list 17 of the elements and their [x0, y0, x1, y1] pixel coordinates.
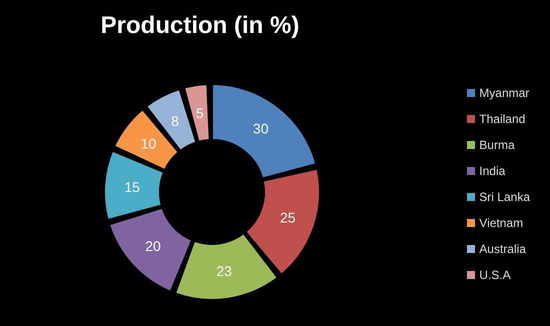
legend-label: Australia	[479, 242, 526, 256]
legend-label: India	[479, 164, 506, 178]
data-label: 20	[145, 238, 162, 254]
legend-label: U.S.A	[479, 268, 511, 282]
legend-label: Sri Lanka	[479, 190, 530, 204]
data-label: 25	[280, 210, 296, 226]
data-label: 23	[216, 263, 232, 280]
legend-label: Myanmar	[479, 86, 530, 100]
data-label: 30	[252, 120, 269, 137]
legend-label: Burma	[479, 138, 515, 152]
chart-title: Production (in %)	[100, 12, 300, 40]
data-label: 5	[196, 104, 204, 121]
data-label: 8	[171, 113, 180, 130]
data-label: 10	[140, 135, 157, 152]
legend-label: Thailand	[479, 112, 526, 126]
legend-label: Vietnam	[479, 216, 524, 230]
data-label: 15	[124, 178, 140, 195]
